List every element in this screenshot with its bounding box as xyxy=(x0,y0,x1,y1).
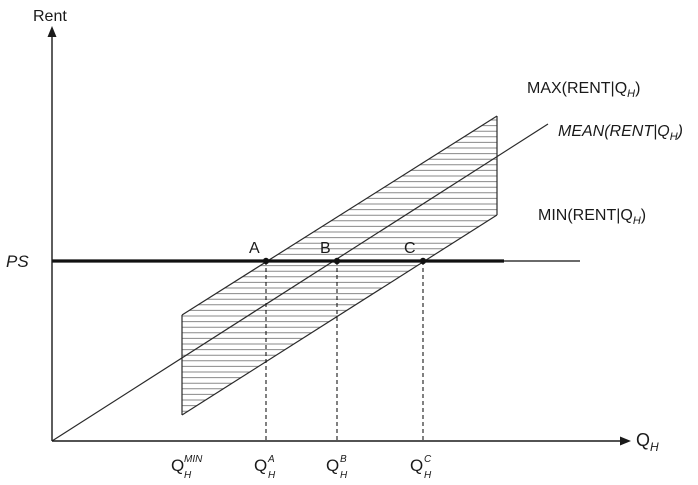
svg-text:Q: Q xyxy=(410,456,423,475)
svg-text:C: C xyxy=(424,454,432,465)
rent-range-hatching xyxy=(182,119,497,412)
svg-text:B: B xyxy=(340,454,347,465)
min-rent-line xyxy=(181,214,498,416)
point-b-label: B xyxy=(320,240,331,257)
svg-text:A: A xyxy=(267,454,275,465)
x-axis-arrow-icon xyxy=(620,436,631,446)
point-a-label: A xyxy=(249,240,260,257)
svg-text:Q: Q xyxy=(254,456,267,475)
svg-text:H: H xyxy=(184,470,192,481)
x-tick-q-a: Q A H xyxy=(254,454,276,481)
max-rent-label: MAX(RENT|QH) xyxy=(527,80,640,100)
x-tick-q-b: Q B H xyxy=(326,454,348,481)
ps-label: PS xyxy=(6,252,29,271)
svg-text:MIN: MIN xyxy=(184,454,203,465)
mean-rent-label: MEAN(RENT|QH) xyxy=(558,123,683,143)
y-axis-label: Rent xyxy=(33,8,67,25)
x-tick-q-c: Q C H xyxy=(410,454,432,481)
mean-rent-line xyxy=(51,123,549,442)
x-axis-label: QH xyxy=(636,430,659,454)
point-b-dot xyxy=(333,257,341,265)
point-c-dot xyxy=(419,257,427,265)
svg-text:H: H xyxy=(424,470,432,481)
point-c-label: C xyxy=(404,240,416,257)
svg-text:H: H xyxy=(268,470,276,481)
x-tick-q-min: Q MIN H xyxy=(171,454,203,481)
point-a-dot xyxy=(262,257,270,265)
svg-text:Q: Q xyxy=(171,456,184,475)
svg-text:H: H xyxy=(340,470,348,481)
min-rent-label: MIN(RENT|QH) xyxy=(538,207,646,227)
y-axis-arrow-icon xyxy=(47,26,57,37)
svg-text:Q: Q xyxy=(326,456,339,475)
max-rent-line xyxy=(181,115,498,316)
